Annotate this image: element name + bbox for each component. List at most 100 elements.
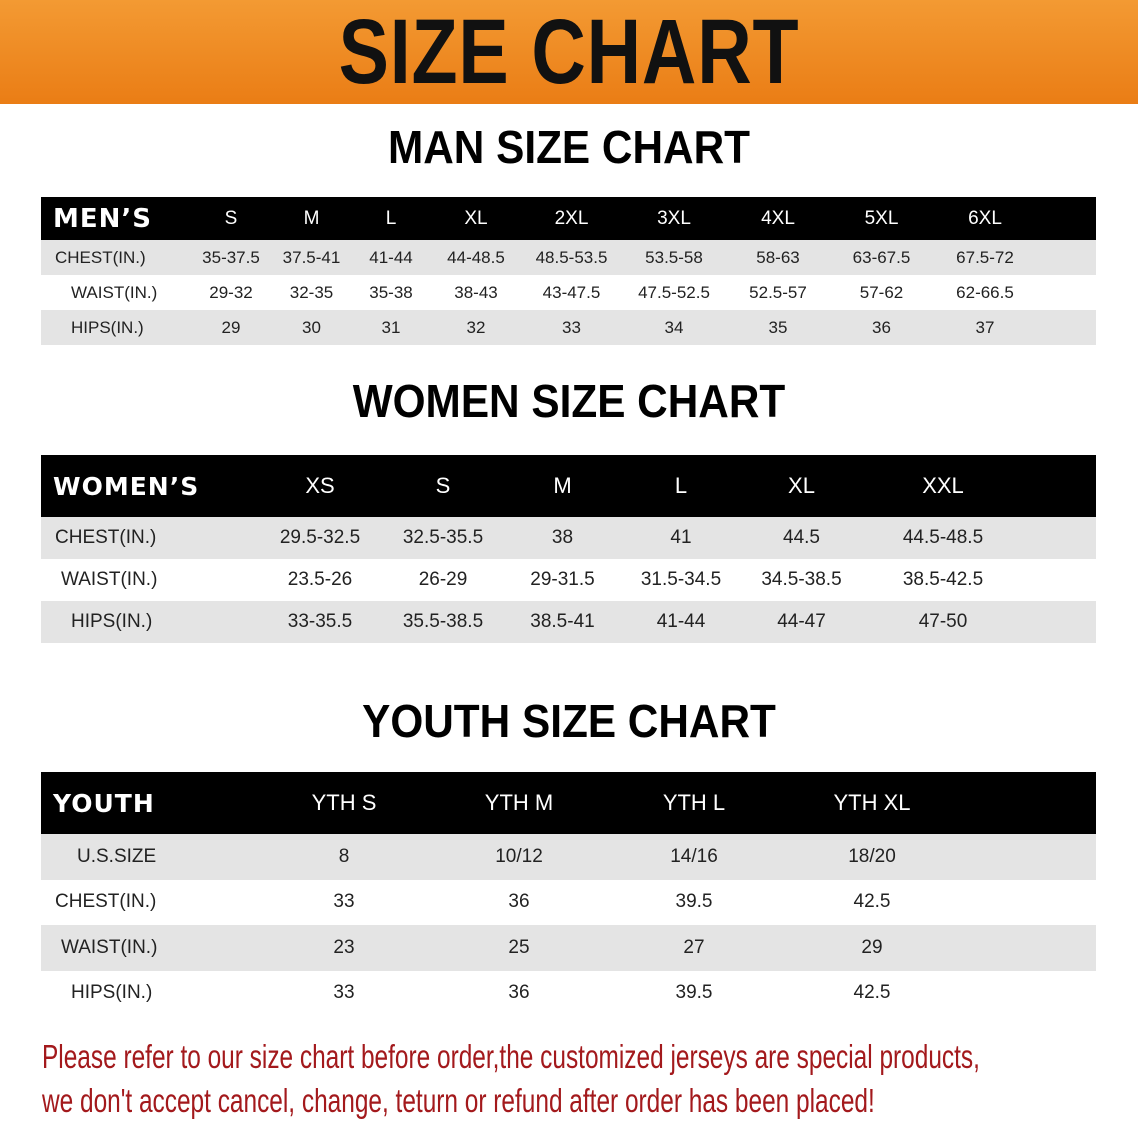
size-header: 3XL [622,197,726,240]
measurement-cell: 47.5-52.5 [622,275,726,310]
measurement-cell: 31 [351,310,431,345]
row-label: WAIST(IN.) [41,275,190,310]
measurement-cell: 37 [933,310,1037,345]
size-header: XL [741,455,862,517]
size-header: 5XL [830,197,933,240]
empty-cell [1024,517,1096,559]
size-header: XXL [862,455,1024,517]
empty-cell [1037,310,1096,345]
measurement-cell: 53.5-58 [622,240,726,275]
youth-table-label: YOUTH [41,772,256,834]
measurement-cell: 33 [521,310,622,345]
measurement-cell: 42.5 [782,879,962,925]
measurement-cell: 34 [622,310,726,345]
measurement-cell: 32 [431,310,521,345]
size-header: XS [258,455,382,517]
row-label: HIPS(IN.) [41,310,190,345]
empty-cell [1024,559,1096,601]
banner: SIZE CHART [0,0,1138,104]
measurement-cell: 63-67.5 [830,240,933,275]
measurement-cell: 35-37.5 [190,240,272,275]
measurement-cell: 26-29 [382,559,504,601]
measurement-cell: 33 [256,879,432,925]
measurement-cell: 32.5-35.5 [382,517,504,559]
measurement-cell: 39.5 [606,879,782,925]
measurement-cell: 31.5-34.5 [621,559,741,601]
measurement-cell: 41-44 [351,240,431,275]
measurement-cell: 35-38 [351,275,431,310]
women-size-table: WOMEN’S XS S M L XL XXL CHEST(IN.) 29.5-32.5 32.5… [41,455,1096,643]
empty-cell [1037,240,1096,275]
measurement-cell: 62-66.5 [933,275,1037,310]
size-header: M [504,455,621,517]
table-row: HIPS(IN.) 29 30 31 32 33 34 35 36 37 [41,310,1096,345]
table-row: WAIST(IN.) 23.5-26 26-29 29-31.5 31.5-34.5 34… [41,559,1096,601]
size-header: YTH XL [782,772,962,834]
measurement-cell: 47-50 [862,601,1024,643]
notice-line-2: we don't accept cancel, change, teturn o… [42,1082,875,1119]
table-row: CHEST(IN.) 29.5-32.5 32.5-35.5 38 41 44.5 44.5… [41,517,1096,559]
measurement-cell: 23 [256,925,432,971]
measurement-cell: 58-63 [726,240,830,275]
measurement-cell: 36 [830,310,933,345]
measurement-cell: 32-35 [272,275,351,310]
empty-cell [1037,275,1096,310]
measurement-cell: 35 [726,310,830,345]
row-label: WAIST(IN.) [41,559,258,601]
size-header: L [621,455,741,517]
men-table-label: MEN’S [41,197,190,240]
measurement-cell: 27 [606,925,782,971]
size-header: 4XL [726,197,830,240]
youth-section-title: YOUTH SIZE CHART [362,695,776,747]
empty-cell [962,925,1096,971]
measurement-cell: 39.5 [606,970,782,1016]
row-label: HIPS(IN.) [41,601,258,643]
measurement-cell: 35.5-38.5 [382,601,504,643]
row-label: WAIST(IN.) [41,925,256,971]
measurement-cell: 14/16 [606,834,782,880]
size-header: YTH L [606,772,782,834]
measurement-cell: 36 [432,970,606,1016]
empty-cell [962,970,1096,1016]
size-header: L [351,197,431,240]
empty-cell [1024,601,1096,643]
row-label: CHEST(IN.) [41,879,256,925]
empty-cell [962,834,1096,880]
measurement-cell: 33 [256,970,432,1016]
measurement-cell: 43-47.5 [521,275,622,310]
table-row: HIPS(IN.) 33 36 39.5 42.5 [41,970,1096,1016]
row-label: U.S.SIZE [41,834,256,880]
women-section-title: WOMEN SIZE CHART [352,375,786,427]
empty-cell [1037,197,1096,240]
row-label: HIPS(IN.) [41,970,256,1016]
men-size-table: MEN’S S M L XL 2XL 3XL 4XL 5XL 6XL CHEST(IN.) 35-37… [41,197,1096,345]
measurement-cell: 29-31.5 [504,559,621,601]
measurement-cell: 44.5 [741,517,862,559]
youth-header-row: YOUTH YTH S YTH M YTH L YTH XL [41,772,1096,834]
measurement-cell: 44-47 [741,601,862,643]
measurement-cell: 18/20 [782,834,962,880]
men-section-title: MAN SIZE CHART [387,121,751,173]
table-row: CHEST(IN.) 33 36 39.5 42.5 [41,879,1096,925]
empty-cell [1024,455,1096,517]
measurement-cell: 44-48.5 [431,240,521,275]
measurement-cell: 29.5-32.5 [258,517,382,559]
measurement-cell: 25 [432,925,606,971]
measurement-cell: 42.5 [782,970,962,1016]
empty-cell [962,772,1096,834]
measurement-cell: 48.5-53.5 [521,240,622,275]
measurement-cell: 29-32 [190,275,272,310]
table-row: WAIST(IN.) 23 25 27 29 [41,925,1096,971]
measurement-cell: 41-44 [621,601,741,643]
table-row: U.S.SIZE 8 10/12 14/16 18/20 [41,834,1096,880]
measurement-cell: 33-35.5 [258,601,382,643]
measurement-cell: 29 [190,310,272,345]
men-header-row: MEN’S S M L XL 2XL 3XL 4XL 5XL 6XL [41,197,1096,240]
row-label: CHEST(IN.) [41,240,190,275]
measurement-cell: 38.5-42.5 [862,559,1024,601]
measurement-cell: 10/12 [432,834,606,880]
empty-cell [962,879,1096,925]
measurement-cell: 23.5-26 [258,559,382,601]
measurement-cell: 38 [504,517,621,559]
measurement-cell: 41 [621,517,741,559]
